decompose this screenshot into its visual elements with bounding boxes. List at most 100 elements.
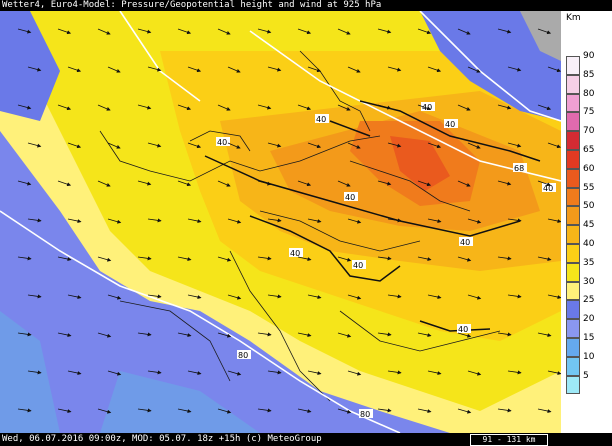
wind-arrow bbox=[267, 142, 282, 148]
legend-label: 55 bbox=[583, 182, 595, 193]
wind-arrow bbox=[217, 104, 231, 111]
wind-arrow bbox=[267, 294, 282, 299]
wind-arrow bbox=[347, 66, 361, 73]
wind-arrow bbox=[107, 218, 122, 224]
wind-arrow bbox=[417, 180, 432, 187]
contour-label: 40 bbox=[217, 138, 227, 147]
wind-arrow bbox=[257, 180, 272, 186]
wind-arrow bbox=[67, 218, 82, 223]
wind-arrow bbox=[337, 332, 352, 338]
low-wind-strip bbox=[0, 11, 60, 121]
height-label: 68 bbox=[514, 164, 524, 173]
contour-label: 40 bbox=[543, 184, 553, 193]
legend-swatch bbox=[566, 300, 580, 320]
wind-arrow bbox=[67, 370, 82, 375]
wind-arrow bbox=[537, 104, 552, 111]
wind-arrow bbox=[537, 180, 552, 187]
wind-arrow bbox=[267, 370, 282, 375]
scale-bar: 91 - 131 km bbox=[470, 434, 548, 446]
legend-label: 10 bbox=[583, 351, 595, 362]
legend-label: 30 bbox=[583, 276, 595, 287]
wind-arrow bbox=[257, 104, 272, 110]
wind-arrow bbox=[467, 294, 482, 300]
legend-label: 75 bbox=[583, 107, 595, 118]
wind-arrow bbox=[427, 218, 442, 223]
height-contours bbox=[0, 10, 562, 434]
wind-arrow bbox=[427, 142, 442, 149]
wind-arrow bbox=[387, 370, 402, 375]
wind-arrow bbox=[257, 28, 272, 34]
wind-arrow bbox=[377, 28, 392, 34]
wind-arrow bbox=[137, 104, 152, 110]
wind-arrow bbox=[547, 218, 562, 223]
wind-arrow bbox=[107, 370, 122, 376]
wind-arrow bbox=[377, 104, 392, 110]
legend-swatch bbox=[566, 168, 580, 188]
wind-arrow bbox=[377, 256, 392, 261]
wind-arrow bbox=[417, 104, 432, 111]
wind-arrow bbox=[507, 218, 522, 223]
wind-arrow bbox=[337, 256, 352, 262]
wind-arrow bbox=[347, 142, 361, 149]
wind-arrow bbox=[547, 294, 562, 299]
wind-arrow bbox=[17, 180, 32, 186]
wind-arrow bbox=[217, 180, 231, 187]
wind-arrow bbox=[457, 408, 472, 414]
wind-arrow bbox=[467, 370, 482, 376]
wind-arrow bbox=[497, 256, 512, 261]
wind-arrow bbox=[457, 28, 471, 35]
legend-unit: Km bbox=[566, 13, 581, 23]
wind-arrow bbox=[97, 256, 112, 262]
wind-arrow bbox=[27, 294, 42, 299]
wind-arrow bbox=[297, 408, 312, 413]
footer-bar: Wed, 06.07.2016 09:00z, MOD: 05.07. 18z … bbox=[0, 433, 612, 446]
wind-arrow bbox=[67, 66, 82, 73]
wind-arrow bbox=[187, 142, 202, 149]
wind-arrow bbox=[307, 370, 322, 375]
wind-arrow bbox=[17, 256, 32, 261]
wind-arrow bbox=[387, 294, 402, 299]
wind-arrow bbox=[187, 218, 202, 223]
wind-arrow bbox=[227, 142, 241, 149]
legend-label: 90 bbox=[583, 51, 595, 61]
wind-arrow bbox=[387, 142, 402, 148]
wind-arrow bbox=[497, 408, 512, 413]
wind-arrow bbox=[137, 332, 152, 337]
wind-arrow bbox=[507, 294, 522, 299]
wind-arrow bbox=[217, 256, 232, 262]
wind-arrow bbox=[97, 28, 111, 35]
wind-arrow bbox=[497, 180, 512, 186]
legend-swatch bbox=[566, 112, 580, 132]
legend-label: 25 bbox=[583, 295, 595, 306]
legend: Km 90 85 80 75 70 65 60 55 50 45 40 35 30 25 20 15 10 5 bbox=[561, 11, 612, 433]
legend-label: 35 bbox=[583, 257, 595, 268]
wind-arrow bbox=[217, 332, 232, 338]
light-wind-patch bbox=[100, 371, 260, 433]
wind-arrow bbox=[297, 332, 312, 337]
wind-arrow bbox=[417, 332, 432, 337]
wind-arrow bbox=[107, 294, 122, 300]
legend-swatch bbox=[566, 187, 580, 207]
wind-arrow bbox=[17, 104, 32, 110]
wind-arrow bbox=[147, 218, 162, 223]
wind-arrow bbox=[347, 218, 362, 224]
wind-arrow bbox=[537, 256, 552, 261]
wind-arrow bbox=[177, 256, 192, 261]
legend-label: 40 bbox=[583, 239, 595, 249]
legend-swatch bbox=[566, 150, 580, 169]
wind-map: 40 40 40 40 40 40 40 40 40 40 bbox=[0, 10, 562, 434]
wind-arrow bbox=[147, 66, 162, 72]
wind-arrow bbox=[107, 66, 121, 73]
wind-arrow bbox=[67, 142, 82, 149]
wind-arrow bbox=[537, 28, 552, 35]
wind-arrow bbox=[147, 370, 162, 375]
wind-arrow bbox=[467, 218, 482, 224]
wind-arrow bbox=[17, 332, 32, 337]
wind-arrow bbox=[377, 332, 392, 337]
wind-60-area bbox=[390, 136, 450, 191]
wind-arrow bbox=[457, 332, 472, 338]
wind-arrow bbox=[187, 294, 202, 299]
legend-label: 65 bbox=[583, 145, 595, 155]
legend-swatch bbox=[566, 93, 580, 113]
wind-arrow bbox=[217, 408, 232, 414]
